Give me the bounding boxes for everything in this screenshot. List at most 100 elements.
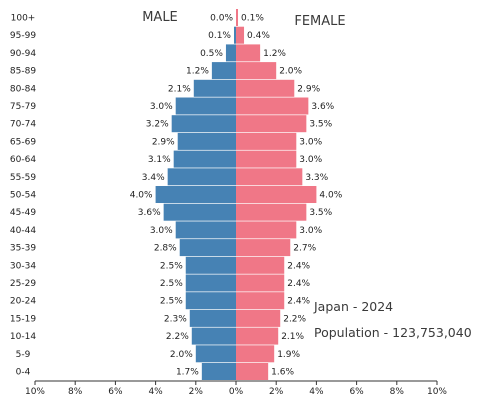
female-value-label-0-4: 1.6% [271,368,294,378]
female-bar-90-94 [236,44,261,62]
bars-group [155,9,317,380]
age-label-10-14: 10-14 [10,332,36,342]
male-value-label-55-59: 3.4% [142,173,165,183]
age-label-35-39: 35-39 [10,244,36,254]
male-value-label-25-29: 2.5% [160,279,183,289]
male-bar-50-54 [155,186,236,203]
male-value-label-80-84: 2.1% [168,84,191,94]
age-label-90-94: 90-94 [10,49,36,59]
male-bar-75-79 [175,97,236,115]
female-value-label-50-54: 4.0% [319,191,342,201]
female-bar-5-9 [236,345,275,363]
age-label-50-54: 50-54 [10,191,36,201]
male-value-label-10-14: 2.2% [166,332,189,342]
female-value-label-75-79: 3.6% [311,102,334,112]
x-axis: 10% 8% 6% 4% 2% 0% 2% 4% 6% 8% 10% [25,380,447,397]
x-tick-label-5: 0% [229,387,244,397]
male-bar-85-89 [211,62,236,80]
female-bar-35-39 [236,239,291,257]
age-labels-group: 100+ 95-99 90-94 85-89 80-84 75-79 70-74 65-69 6… [10,14,36,378]
male-bar-65-69 [177,132,236,150]
female-bar-45-49 [236,203,307,221]
female-value-label-70-74: 3.5% [309,120,332,130]
female-value-label-25-29: 2.4% [287,279,310,289]
female-bar-75-79 [236,97,309,115]
female-bar-70-74 [236,115,307,133]
female-bar-40-44 [236,221,297,239]
male-bar-10-14 [191,327,236,345]
male-bar-20-24 [185,292,236,310]
female-bar-20-24 [236,292,285,310]
female-value-label-10-14: 2.1% [281,332,304,342]
female-bar-15-19 [236,309,281,327]
male-value-label-15-19: 2.3% [164,314,187,324]
x-tick-label-7: 4% [309,387,324,397]
population-label: Population - 123,753,040 [314,325,472,340]
female-bar-65-69 [236,132,297,150]
male-value-label-90-94: 0.5% [200,49,223,59]
male-bar-55-59 [167,168,236,186]
male-bar-70-74 [171,115,236,133]
female-value-label-30-34: 2.4% [287,261,310,271]
male-bar-80-84 [193,79,236,97]
male-value-label-95-99: 0.1% [208,31,231,41]
female-value-label-85-89: 2.0% [279,67,302,77]
male-value-label-60-64: 3.1% [148,155,171,165]
male-value-label-65-69: 2.9% [152,137,175,147]
female-value-label-65-69: 3.0% [299,137,322,147]
female-value-label-5-9: 1.9% [277,350,300,360]
female-value-label-35-39: 2.7% [293,244,316,254]
female-value-label-20-24: 2.4% [287,297,310,307]
age-label-65-69: 65-69 [10,137,36,147]
x-tick-label-3: 4% [148,387,163,397]
female-bar-50-54 [236,186,317,203]
male-value-label-5-9: 2.0% [170,350,193,360]
female-bar-0-4 [236,363,269,380]
country-year-label: Japan - 2024 [313,299,393,314]
female-bar-95-99 [236,26,245,44]
male-bar-0-4 [201,363,236,380]
x-tick-label-1: 8% [68,387,83,397]
male-value-label-85-89: 1.2% [186,67,209,77]
age-label-20-24: 20-24 [10,297,36,307]
female-bar-100+ [236,9,239,26]
male-value-label-30-34: 2.5% [160,261,183,271]
male-value-label-45-49: 3.6% [138,208,161,218]
age-label-60-64: 60-64 [10,155,36,165]
age-label-45-49: 45-49 [10,208,36,218]
female-value-label-60-64: 3.0% [299,155,322,165]
x-tick-label-0: 10% [25,387,45,397]
x-tick-label-9: 8% [390,387,405,397]
female-value-label-95-99: 0.4% [247,31,270,41]
age-label-100+: 100+ [11,14,36,24]
x-tick-label-4: 2% [189,387,204,397]
male-bar-95-99 [233,26,236,44]
age-label-40-44: 40-44 [10,226,36,236]
x-tick-label-6: 2% [269,387,284,397]
x-tick-label-2: 6% [108,387,123,397]
male-bar-25-29 [185,274,236,292]
female-bar-25-29 [236,274,285,292]
male-bar-35-39 [179,239,236,257]
male-value-label-100+: 0.0% [210,14,233,24]
age-label-15-19: 15-19 [10,314,36,324]
female-bar-60-64 [236,150,297,168]
age-label-70-74: 70-74 [10,120,36,130]
female-value-label-80-84: 2.9% [297,84,320,94]
age-label-80-84: 80-84 [10,84,36,94]
age-label-55-59: 55-59 [10,173,36,183]
female-value-label-100+: 0.1% [241,14,264,24]
male-bar-40-44 [175,221,236,239]
female-bar-30-34 [236,256,285,274]
female-bar-10-14 [236,327,279,345]
female-value-label-15-19: 2.2% [283,314,306,324]
female-bar-80-84 [236,79,295,97]
age-label-85-89: 85-89 [10,67,36,77]
male-bar-15-19 [189,309,236,327]
male-value-label-75-79: 3.0% [150,102,173,112]
female-value-label-90-94: 1.2% [263,49,286,59]
male-value-label-0-4: 1.7% [176,368,199,378]
age-label-75-79: 75-79 [10,102,36,112]
male-bar-45-49 [163,203,236,221]
